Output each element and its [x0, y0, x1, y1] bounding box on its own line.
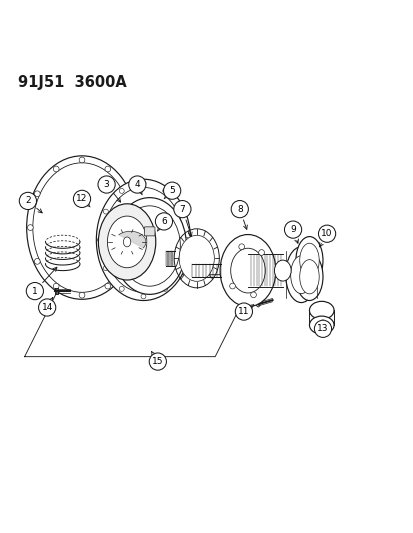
Circle shape — [103, 265, 108, 271]
Text: 14: 14 — [41, 303, 53, 312]
Circle shape — [79, 292, 85, 298]
Circle shape — [229, 283, 235, 289]
Ellipse shape — [112, 198, 186, 294]
Ellipse shape — [26, 156, 137, 300]
Circle shape — [105, 166, 110, 172]
Ellipse shape — [230, 248, 265, 293]
Circle shape — [178, 209, 183, 214]
Text: 13: 13 — [316, 324, 328, 333]
Circle shape — [235, 303, 252, 320]
Circle shape — [119, 286, 124, 292]
Text: 7: 7 — [179, 205, 185, 214]
Circle shape — [38, 299, 56, 316]
Ellipse shape — [119, 206, 180, 286]
Circle shape — [119, 189, 124, 193]
Text: 4: 4 — [134, 180, 140, 189]
Circle shape — [313, 320, 331, 337]
Ellipse shape — [309, 316, 333, 334]
Text: 11: 11 — [237, 307, 249, 316]
Ellipse shape — [299, 243, 318, 278]
Circle shape — [178, 265, 183, 271]
Circle shape — [250, 292, 256, 297]
Text: 3: 3 — [104, 180, 109, 189]
Circle shape — [79, 157, 85, 163]
Circle shape — [184, 237, 189, 243]
Ellipse shape — [107, 216, 146, 268]
Circle shape — [131, 225, 136, 230]
Ellipse shape — [285, 247, 316, 303]
Text: 10: 10 — [320, 229, 332, 238]
Circle shape — [34, 191, 40, 197]
Circle shape — [97, 237, 102, 243]
Circle shape — [258, 249, 264, 255]
Circle shape — [173, 200, 190, 217]
Text: 9: 9 — [290, 225, 295, 234]
Circle shape — [123, 259, 129, 264]
FancyBboxPatch shape — [144, 227, 154, 236]
Circle shape — [26, 282, 43, 300]
Circle shape — [34, 259, 40, 264]
Ellipse shape — [220, 235, 275, 306]
Circle shape — [162, 189, 167, 193]
Circle shape — [141, 181, 145, 186]
Text: 2: 2 — [25, 197, 31, 205]
Ellipse shape — [299, 260, 318, 294]
Ellipse shape — [33, 163, 131, 292]
Ellipse shape — [274, 260, 290, 281]
Polygon shape — [119, 231, 145, 248]
Circle shape — [162, 286, 167, 292]
Circle shape — [163, 182, 180, 199]
Ellipse shape — [98, 204, 155, 280]
Circle shape — [318, 225, 335, 243]
Ellipse shape — [96, 179, 190, 301]
Ellipse shape — [295, 237, 322, 284]
Circle shape — [53, 166, 59, 172]
Circle shape — [105, 283, 110, 289]
Text: 6: 6 — [161, 217, 166, 226]
Circle shape — [284, 221, 301, 238]
Circle shape — [123, 191, 129, 197]
Circle shape — [149, 353, 166, 370]
Text: 5: 5 — [169, 186, 175, 195]
Circle shape — [238, 244, 244, 249]
Ellipse shape — [123, 237, 131, 247]
Circle shape — [128, 176, 145, 193]
Circle shape — [53, 283, 59, 289]
Circle shape — [103, 209, 108, 214]
Text: 8: 8 — [236, 205, 242, 214]
Ellipse shape — [290, 256, 311, 294]
Ellipse shape — [179, 235, 214, 281]
Ellipse shape — [309, 301, 333, 319]
Text: 15: 15 — [152, 357, 163, 366]
Circle shape — [19, 192, 36, 209]
Ellipse shape — [103, 188, 183, 292]
Circle shape — [155, 213, 172, 230]
Circle shape — [73, 190, 90, 207]
Circle shape — [98, 176, 115, 193]
Ellipse shape — [295, 253, 322, 301]
Text: 91J51  3600A: 91J51 3600A — [19, 75, 127, 90]
Text: 12: 12 — [76, 195, 88, 204]
Circle shape — [27, 225, 33, 230]
Text: 1: 1 — [32, 287, 38, 296]
Circle shape — [230, 200, 248, 217]
Circle shape — [141, 294, 145, 299]
